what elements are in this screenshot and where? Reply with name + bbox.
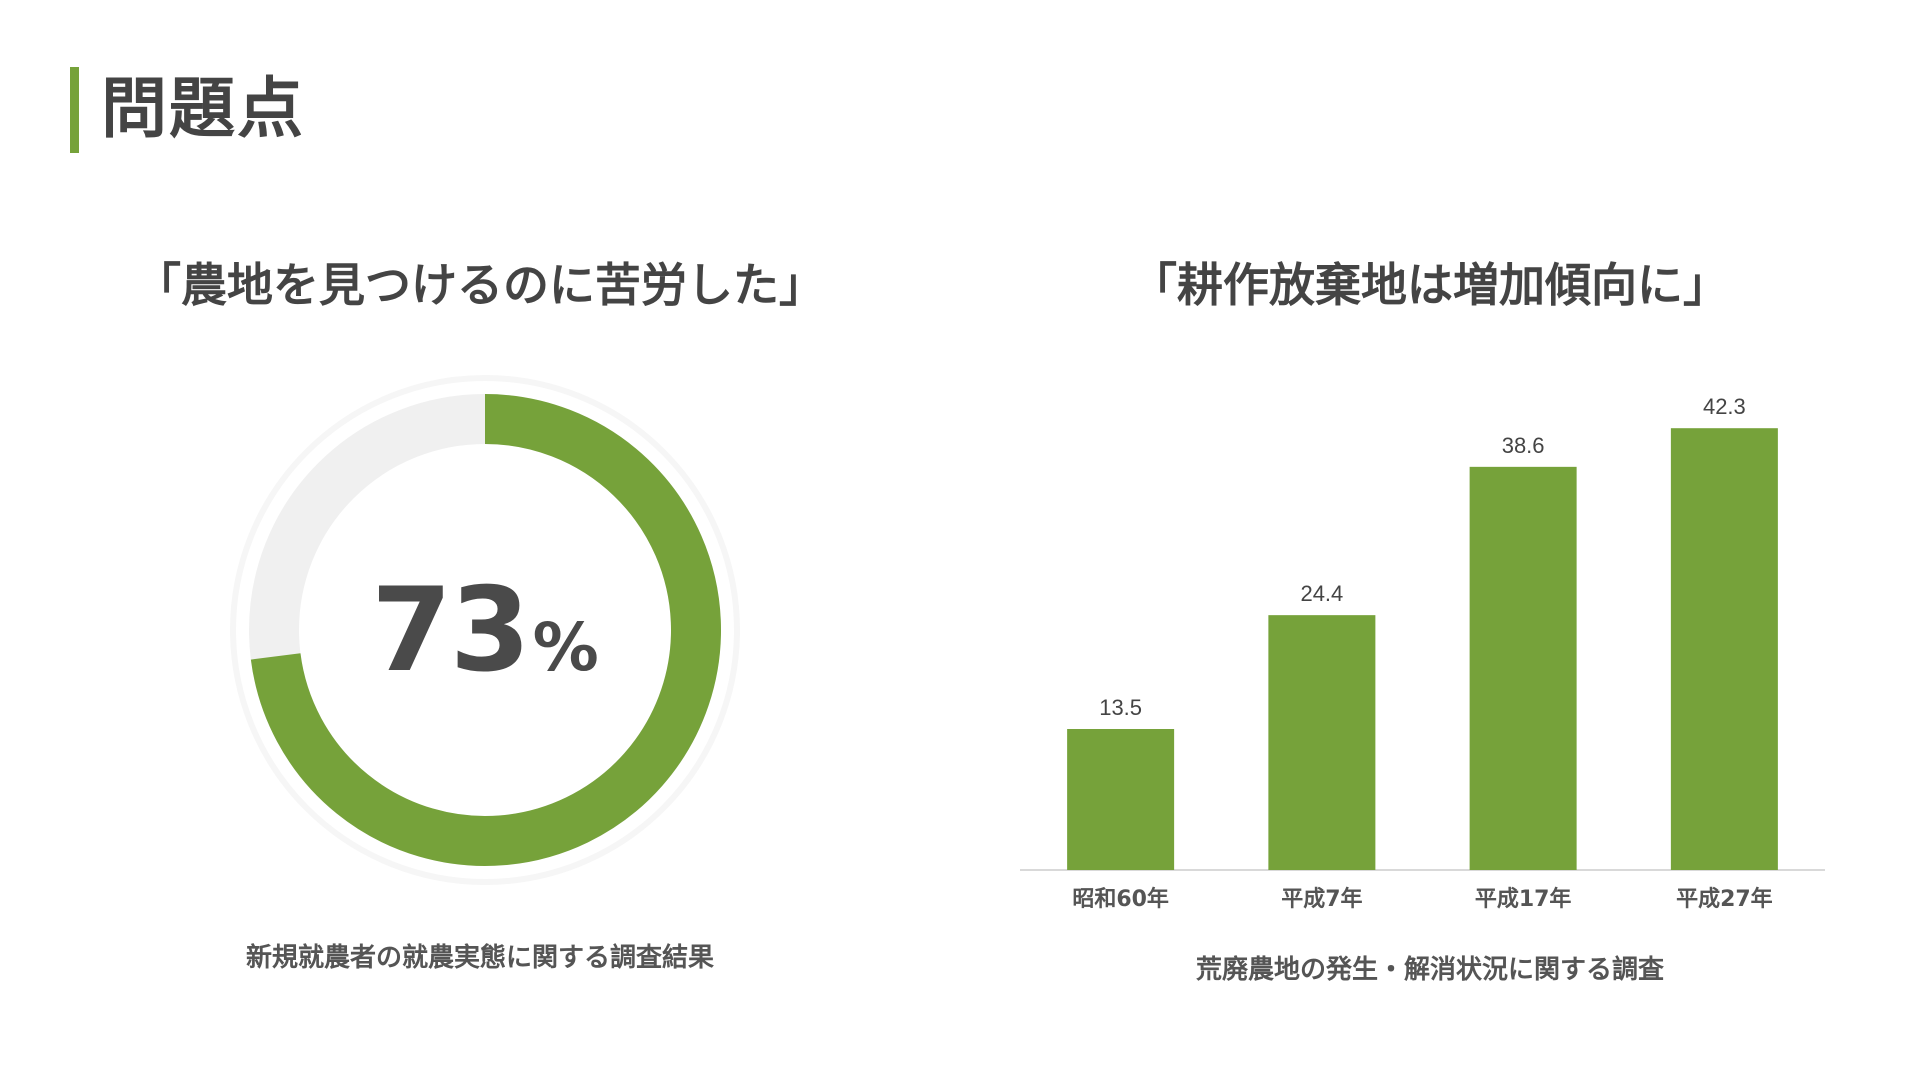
bar-value-label-0: 13.5 <box>1099 695 1142 720</box>
donut-chart: 73% <box>230 375 740 885</box>
page-title: 問題点 <box>101 70 305 147</box>
donut-source-caption: 新規就農者の就農実態に関する調査結果 <box>245 943 714 973</box>
donut-outer-ring <box>230 375 740 885</box>
donut-chart-title: 「農地を見つけるのに苦労した」 <box>135 258 825 312</box>
bar-0 <box>1067 729 1175 870</box>
bar-value-label-1: 24.4 <box>1300 581 1343 606</box>
donut-value-unit: % <box>532 608 599 686</box>
category-label-1: 平成7年 <box>1281 886 1362 912</box>
bar-chart-title: 「耕作放棄地は増加傾向に」 <box>1131 258 1729 312</box>
category-label-2: 平成17年 <box>1475 886 1572 912</box>
donut-svg <box>230 375 740 885</box>
bar-source-caption: 荒廃農地の発生・解消状況に関する調査 <box>1195 955 1664 985</box>
bar-value-label-2: 38.6 <box>1502 433 1545 458</box>
bar-2 <box>1469 466 1577 870</box>
title-accent-bar <box>70 67 79 153</box>
bar-3 <box>1670 428 1778 870</box>
bar-chart: 13.5 昭和60年 24.4 平成7年 38.6 平成17年 42.3 平成27年 <box>1015 380 1835 920</box>
category-label-0: 昭和60年 <box>1072 886 1169 912</box>
bar-value-label-3: 42.3 <box>1703 394 1746 419</box>
bar-1 <box>1268 615 1376 870</box>
donut-center-label: 73% <box>230 375 740 885</box>
bar-chart-svg: 13.5 昭和60年 24.4 平成7年 38.6 平成17年 42.3 平成27年 <box>1020 394 1825 912</box>
donut-value-number: 73 <box>371 562 530 698</box>
donut-value-arc <box>250 394 721 866</box>
category-label-3: 平成27年 <box>1676 886 1773 912</box>
